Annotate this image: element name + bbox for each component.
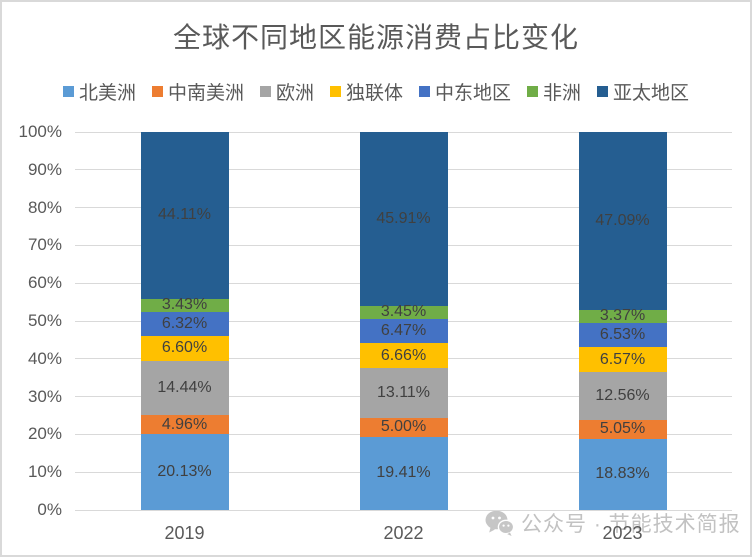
- chart-title: 全球不同地区能源消费占比变化: [172, 22, 579, 53]
- segment-data-label: 47.09%: [595, 212, 650, 229]
- bar-segment: 3.37%: [578, 307, 667, 325]
- segment-data-label: 6.60%: [161, 339, 208, 357]
- bar-segment: 47.09%: [578, 132, 667, 310]
- bar-segment: 14.44%: [140, 360, 229, 416]
- bar-segment: 3.45%: [359, 303, 448, 321]
- legend-item: 非洲: [527, 78, 581, 105]
- x-axis-tick-label: 2022: [383, 523, 424, 543]
- y-axis-tick-label: 60%: [27, 273, 62, 293]
- bar-segment: 44.11%: [140, 132, 229, 299]
- segment-data-label: 6.57%: [599, 350, 646, 368]
- bar-2022: 19.41% 5.00% 13.11% 6.66% 6.47% 3.45% 45.91%: [359, 131, 448, 510]
- segment-data-label: 3.43%: [161, 296, 208, 314]
- segment-data-label: 3.37%: [599, 307, 646, 325]
- segment-data-label: 44.11%: [157, 206, 212, 224]
- bar-segment: 20.13%: [140, 433, 229, 510]
- bar-segment: 4.96%: [140, 415, 229, 434]
- watermark: 公众号 · 节能技术简报: [485, 508, 741, 538]
- segment-data-label: 19.41%: [376, 464, 431, 482]
- y-axis-tick-label: 90%: [27, 159, 62, 179]
- bar-2019: 20.13% 4.96% 14.44% 6.60% 6.32% 3.43% 44.11%: [140, 132, 229, 510]
- bar-segment: 5.05%: [578, 419, 667, 439]
- segment-data-label: 6.53%: [599, 326, 646, 344]
- bar-segment: 6.47%: [359, 318, 448, 343]
- y-axis-tick-label: 10%: [27, 462, 62, 482]
- bar-segment: 45.91%: [359, 131, 448, 306]
- legend-swatch: [329, 86, 341, 97]
- bar-segment: 6.60%: [140, 335, 229, 361]
- bar-segment: 6.57%: [578, 347, 667, 373]
- legend-swatch: [151, 86, 163, 97]
- legend-label: 北美洲: [78, 83, 136, 104]
- legend-swatch: [527, 86, 539, 97]
- legend-swatch: [62, 86, 74, 97]
- bar-segment: 6.53%: [578, 322, 667, 348]
- segment-data-label: 18.83%: [595, 465, 650, 483]
- y-axis-tick-label: 50%: [27, 311, 62, 330]
- legend-item: 北美洲: [62, 78, 136, 105]
- legend-swatch: [259, 86, 271, 97]
- bar-segment: 6.66%: [359, 342, 448, 369]
- y-axis-tick-label: 0%: [37, 500, 62, 519]
- bar-segment: 6.32%: [140, 311, 229, 336]
- y-axis-tick-label: 40%: [27, 348, 62, 368]
- y-axis-tick-label: 80%: [27, 197, 62, 217]
- gridline: [75, 509, 732, 511]
- y-axis-tick-label: 30%: [27, 386, 62, 406]
- bar-segment: 3.43%: [140, 296, 229, 314]
- y-axis-tick-label: 70%: [27, 235, 62, 255]
- bar-segment: 5.00%: [359, 417, 448, 437]
- segment-data-label: 14.44%: [157, 378, 212, 396]
- segment-data-label: 5.05%: [599, 420, 646, 438]
- legend-label: 独联体: [345, 83, 403, 104]
- bar-segment: 18.83%: [578, 438, 667, 510]
- legend-label: 亚太地区: [613, 83, 690, 104]
- legend-label: 中南美洲: [167, 83, 244, 104]
- legend-swatch: [419, 86, 430, 97]
- bar-segment: 13.11%: [359, 368, 448, 418]
- legend-item: 中南美洲: [151, 78, 244, 105]
- y-axis-tick-label: 20%: [27, 424, 62, 444]
- segment-data-label: 6.66%: [380, 346, 427, 364]
- x-axis-tick-label: 2019: [164, 523, 205, 543]
- segment-data-label: 5.00%: [380, 418, 427, 436]
- watermark-text: 公众号 · 节能技术简报: [521, 513, 741, 536]
- legend-label: 非洲: [543, 83, 582, 104]
- segment-data-label: 4.96%: [161, 415, 208, 433]
- legend-item: 亚太地区: [597, 78, 689, 105]
- x-axis-tick-label: 2023: [602, 523, 643, 543]
- y-axis-tick-label: 100%: [18, 122, 62, 141]
- segment-data-label: 45.91%: [376, 209, 431, 227]
- legend-item: 独联体: [329, 78, 403, 105]
- legend-item: 欧洲: [259, 78, 314, 105]
- segment-data-label: 20.13%: [157, 462, 212, 480]
- bar-segment: 19.41%: [359, 436, 448, 510]
- segment-data-label: 6.47%: [380, 321, 427, 339]
- legend: 北美洲 中南美洲 欧洲 独联体 中东地区 非洲 亚太地区: [2, 78, 750, 105]
- segment-data-label: 6.32%: [161, 314, 208, 332]
- segment-data-label: 12.56%: [595, 386, 650, 404]
- bar-segment: 12.56%: [578, 372, 667, 420]
- bar-2023: 18.83% 5.05% 12.56% 6.57% 6.53% 3.37% 47.09%: [578, 132, 667, 510]
- legend-item: 中东地区: [419, 78, 511, 105]
- legend-label: 中东地区: [435, 83, 512, 104]
- wechat-icon: [485, 510, 514, 536]
- segment-data-label: 3.45%: [380, 303, 427, 321]
- segment-data-label: 13.11%: [376, 383, 431, 401]
- legend-swatch: [597, 86, 609, 97]
- legend-label: 欧洲: [275, 83, 314, 104]
